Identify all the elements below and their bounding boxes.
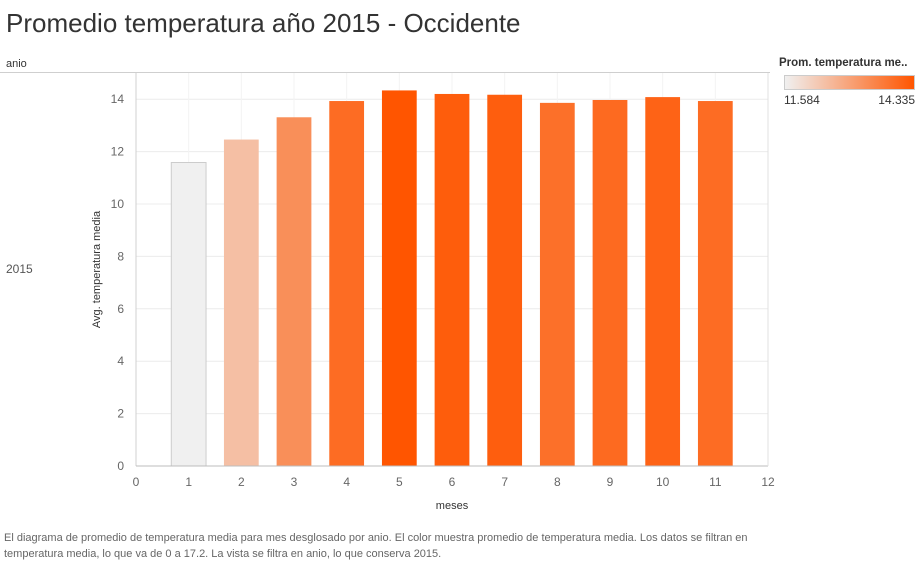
bar-mes-1[interactable] — [170, 161, 207, 467]
y-tick-label: 0 — [117, 459, 124, 473]
y-tick-label: 2 — [117, 407, 124, 421]
x-tick-label: 3 — [291, 475, 298, 489]
chart-caption: El diagrama de promedio de temperatura m… — [4, 532, 748, 560]
row-header-anio: anio — [6, 58, 27, 70]
x-tick-label: 1 — [185, 475, 192, 489]
x-tick-label: 5 — [396, 475, 403, 489]
legend-title: Prom. temperatura me.. — [779, 57, 908, 69]
bar-mes-5[interactable] — [381, 90, 417, 466]
y-tick-label: 10 — [111, 197, 125, 211]
chart-title: Promedio temperatura año 2015 - Occident… — [6, 8, 521, 38]
x-tick-label: 11 — [709, 475, 722, 489]
y-tick-label: 4 — [117, 354, 124, 368]
x-tick-label: 7 — [501, 475, 508, 489]
legend-max-value: 14.335 — [878, 93, 915, 107]
bar-mes-4[interactable] — [329, 101, 365, 466]
bar-mes-6[interactable] — [434, 93, 470, 467]
color-legend-gradient[interactable] — [784, 75, 915, 90]
y-tick-label: 12 — [111, 145, 125, 159]
x-tick-label: 4 — [343, 475, 350, 489]
x-axis-title: meses — [436, 500, 469, 512]
bar-mes-2[interactable] — [223, 139, 259, 466]
bars — [170, 90, 733, 467]
y-axis-title: Avg. temperatura media — [91, 210, 103, 328]
y-tick-label: 6 — [117, 302, 124, 316]
x-tick-label: 2 — [238, 475, 245, 489]
bar-mes-11[interactable] — [697, 101, 733, 466]
bar-mes-10[interactable] — [645, 97, 681, 466]
legend-min-value: 11.584 — [784, 93, 820, 107]
bar-mes-7[interactable] — [487, 94, 523, 466]
x-tick-label: 8 — [554, 475, 561, 489]
bar-mes-8[interactable] — [539, 102, 575, 467]
y-tick-label: 8 — [117, 249, 124, 263]
header-divider — [0, 72, 770, 73]
y-tick-label: 14 — [111, 92, 125, 106]
bar-mes-9[interactable] — [592, 99, 628, 467]
x-tick-label: 12 — [761, 475, 775, 489]
x-tick-label: 9 — [607, 475, 614, 489]
x-tick-label: 0 — [133, 475, 140, 489]
x-tick-label: 6 — [449, 475, 456, 489]
x-tick-label: 10 — [656, 475, 670, 489]
bar-mes-3[interactable] — [276, 117, 312, 466]
row-label-year: 2015 — [6, 262, 33, 276]
